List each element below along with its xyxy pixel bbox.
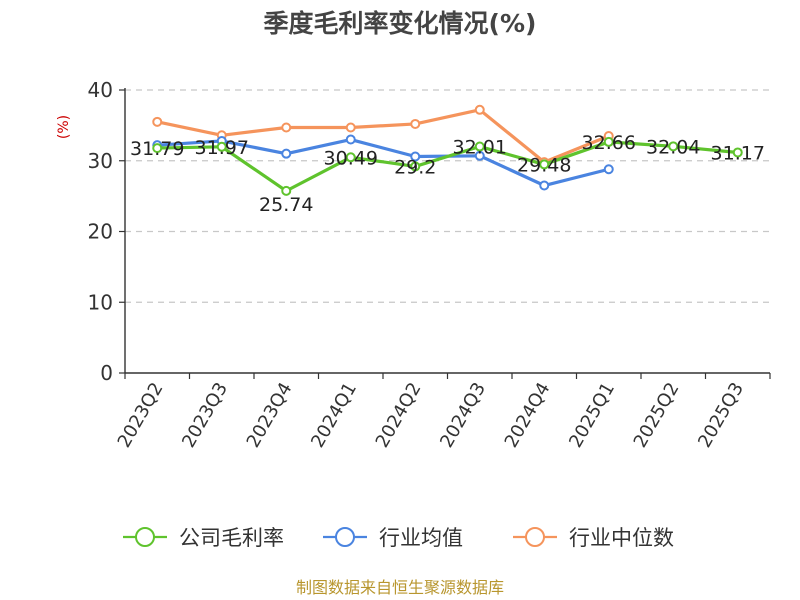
data-point <box>410 161 421 172</box>
data-point <box>732 147 743 158</box>
x-tick-label: 2025Q2 <box>630 379 684 451</box>
data-point <box>281 148 292 159</box>
legend-item: 公司毛利率 <box>123 526 284 550</box>
gridlines <box>125 89 770 303</box>
x-tick-label: 2024Q2 <box>372 379 426 451</box>
data-point <box>474 141 485 152</box>
source-note: 制图数据来自恒生聚源数据库 <box>296 578 504 597</box>
data-label: 25.74 <box>259 194 313 216</box>
chart-title: 季度毛利率变化情况(%) <box>264 9 537 38</box>
data-point <box>152 116 163 127</box>
data-label: 30.49 <box>324 147 378 169</box>
y-tick-label: 30 <box>88 149 113 173</box>
x-tick-label: 2024Q1 <box>307 379 361 451</box>
data-point <box>281 122 292 133</box>
legend-swatch-marker <box>525 527 545 547</box>
y-tick-label: 0 <box>100 361 113 385</box>
data-labels: 31.79 31.97 25.74 30.49 29.2 32.01 29.48 32.66 3… <box>130 132 765 216</box>
legend-swatch-marker <box>335 527 355 547</box>
data-point <box>474 150 485 161</box>
x-tick-label: 2023Q3 <box>178 379 232 451</box>
x-tick-label: 2025Q3 <box>694 379 748 451</box>
series-line <box>157 137 610 188</box>
y-tick-label: 40 <box>88 78 113 102</box>
data-label: 31.97 <box>195 137 249 159</box>
data-point <box>539 159 550 170</box>
data-point <box>539 180 550 191</box>
x-tick-label: 2023Q2 <box>114 379 168 451</box>
legend-label: 行业中位数 <box>569 526 674 550</box>
legend-label: 行业均值 <box>379 526 463 550</box>
x-tick-label: 2025Q1 <box>565 379 619 451</box>
y-tick-label: 20 <box>88 220 113 244</box>
y-axis-label: (%) <box>56 115 72 139</box>
legend: 公司毛利率 行业均值 行业中位数 <box>123 526 674 550</box>
data-point <box>152 143 163 154</box>
x-tick-label: 2023Q4 <box>243 379 297 451</box>
series-lines <box>152 104 743 196</box>
data-point <box>345 152 356 163</box>
data-point <box>345 134 356 145</box>
series-line <box>157 140 738 193</box>
data-label: 29.48 <box>517 154 571 176</box>
data-point <box>603 164 614 175</box>
x-tick-label: 2024Q3 <box>436 379 490 451</box>
data-point <box>345 122 356 133</box>
data-point <box>668 141 679 152</box>
data-label: 31.79 <box>130 138 184 160</box>
data-label: 32.66 <box>582 132 636 154</box>
data-label: 32.04 <box>646 136 700 158</box>
series-line <box>156 108 610 164</box>
legend-item: 行业中位数 <box>513 526 674 550</box>
legend-swatch-marker <box>135 527 155 547</box>
data-point <box>281 185 292 196</box>
legend-label: 公司毛利率 <box>179 526 284 550</box>
data-point <box>216 141 227 152</box>
legend-item: 行业均值 <box>323 526 463 550</box>
data-label: 31.17 <box>711 142 765 164</box>
series-0 <box>152 136 743 196</box>
data-point <box>474 104 485 115</box>
data-point <box>603 136 614 147</box>
data-label: 29.2 <box>394 156 436 178</box>
data-point <box>410 118 421 129</box>
data-label: 32.01 <box>453 137 507 159</box>
x-tick-label: 2024Q4 <box>501 379 555 451</box>
data-point <box>410 151 421 162</box>
y-tick-label: 10 <box>88 290 113 314</box>
